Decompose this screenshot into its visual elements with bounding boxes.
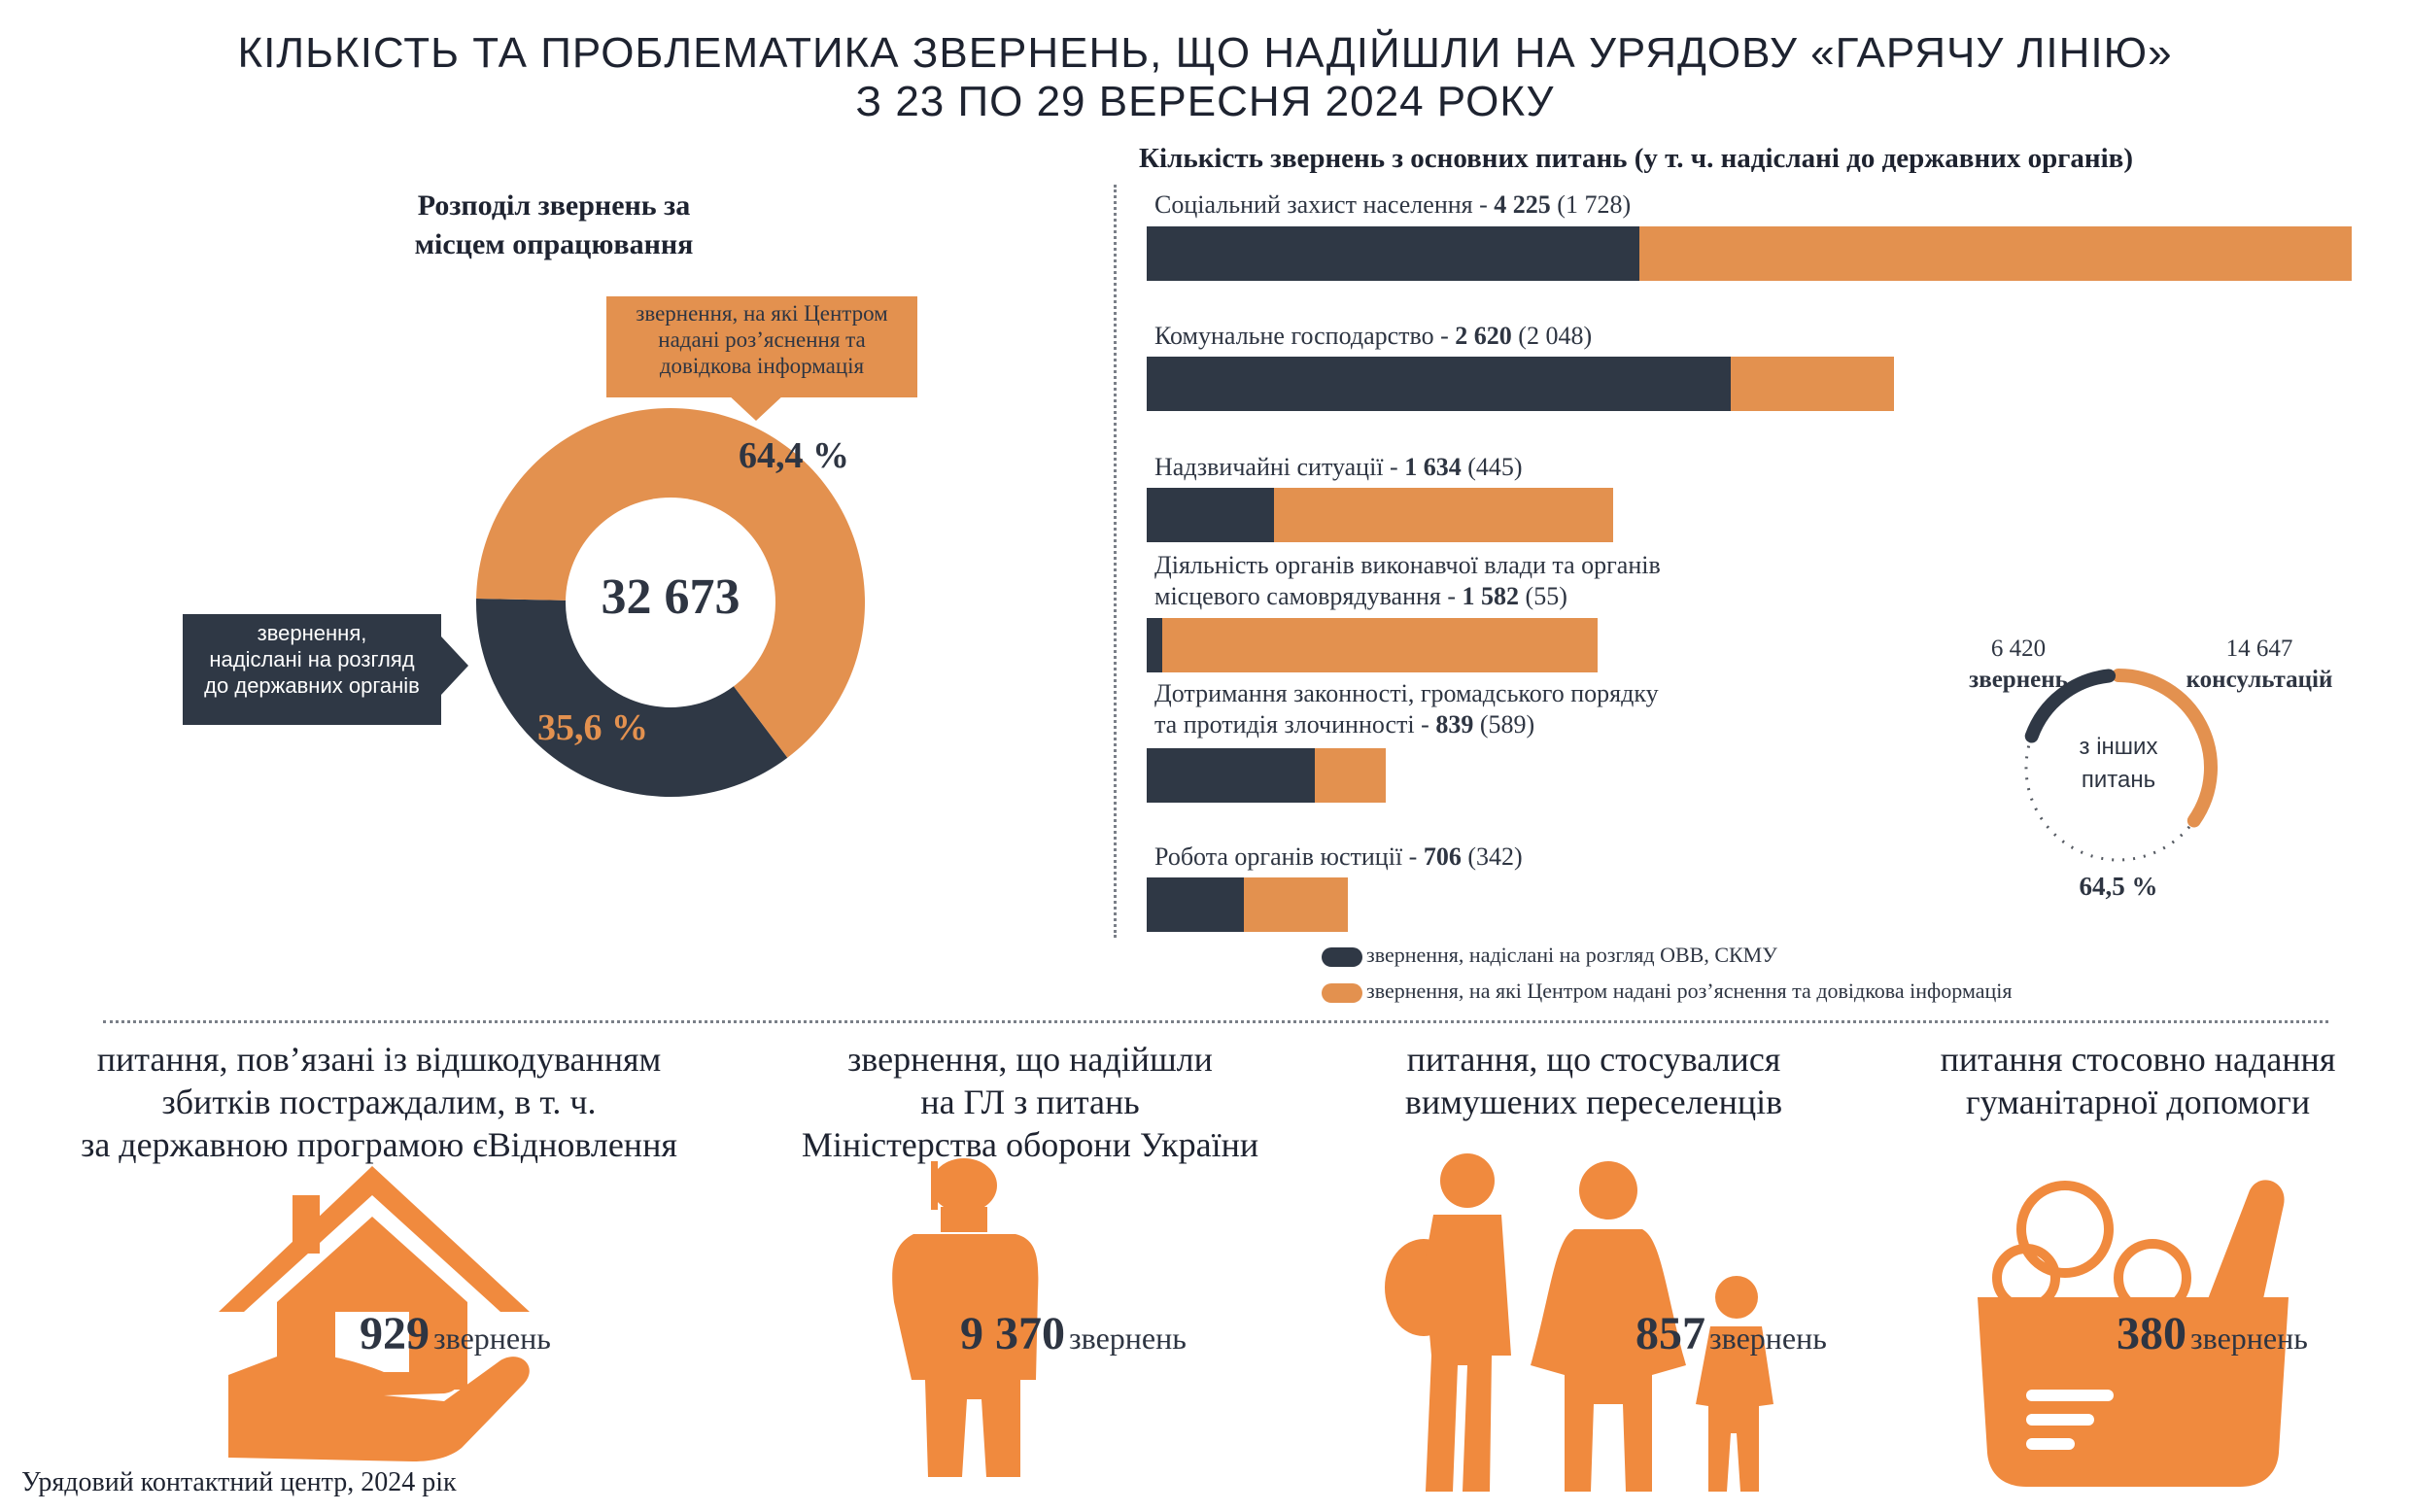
donut-chart — [476, 408, 865, 797]
orange-callout-line: звернення, на які Центром — [636, 301, 888, 326]
count-unit: звернень — [1709, 1321, 1827, 1356]
section-title-idp: питання, що стосувалися вимушених пересе… — [1292, 1038, 1895, 1123]
count-value: 857 — [1635, 1308, 1705, 1359]
house-hand-icon — [219, 1166, 530, 1461]
section-divider — [103, 1020, 2328, 1023]
bar-label-line: Соціальний захист населення - 4 225 (1 7… — [1154, 190, 1632, 219]
bars-heading: Кількість звернень з основних питань (у … — [1139, 143, 2134, 174]
other-left-label: звернень — [1969, 667, 2068, 693]
donut-dark-pct: 35,6 % — [537, 707, 648, 748]
dark-callout-line: до державних органів — [204, 673, 420, 698]
bar-segment-sent — [1147, 748, 1315, 803]
count-value: 929 — [360, 1308, 430, 1359]
section-count-humanitarian: 380 звернень — [2117, 1307, 2308, 1360]
section-title-line: збитків постраждалим, в т. ч. — [161, 1082, 597, 1121]
bar-label: Робота органів юстиції - 706 (342) — [1154, 842, 1523, 873]
bar-segment-consulted — [1639, 226, 2352, 281]
bar-label-line: місцевого самоврядування - 1 582 (55) — [1154, 582, 1567, 610]
bar-label-line: та протидія злочинності - 839 (589) — [1154, 710, 1535, 739]
orange-callout-line: довідкова інформація — [659, 354, 865, 378]
bar-segment-sent — [1147, 618, 1163, 672]
bar-segment-consulted — [1244, 877, 1349, 932]
other-arc-requests — [2024, 669, 2117, 743]
dark-callout: звернення, надіслані на розгляд до держа… — [183, 614, 441, 725]
footer-credit: Урядовий контактний центр, 2024 рік — [21, 1467, 457, 1497]
orange-callout-pointer — [727, 394, 785, 421]
donut-hole — [566, 498, 775, 707]
bar-label-line: Надзвичайні ситуації - 1 634 (445) — [1154, 453, 1523, 481]
bar-segment-sent — [1147, 357, 1732, 411]
bar-label: Соціальний захист населення - 4 225 (1 7… — [1154, 189, 1631, 221]
bar-label-line: Комунальне господарство - 2 620 (2 048) — [1154, 322, 1593, 350]
section-title-line: Міністерства оборони України — [801, 1125, 1259, 1164]
orange-callout-line: надані роз’яснення та — [658, 327, 866, 352]
section-count-idp: 857 звернень — [1635, 1307, 1827, 1360]
bar-segment-consulted — [1731, 357, 1894, 411]
section-count-defense: 9 370 звернень — [960, 1307, 1187, 1360]
section-title-line: звернення, що надійшли — [847, 1040, 1213, 1079]
bar-segment-consulted — [1314, 748, 1387, 803]
section-title-line: питання, що стосувалися — [1406, 1040, 1781, 1079]
section-title-defense: звернення, що надійшли на ГЛ з питань Мі… — [719, 1038, 1341, 1166]
section-title-line: гуманітарної допомоги — [1965, 1082, 2311, 1121]
legend-orange-label: звернення, на які Центром надані роз’ясн… — [1366, 979, 2013, 1003]
bar-label: Комунальне господарство - 2 620 (2 048) — [1154, 321, 1592, 352]
donut-heading-line2: місцем опрацювання — [414, 228, 694, 260]
legend-orange-swatch — [1322, 983, 1362, 1003]
food-basket-icon — [1978, 1180, 2289, 1487]
donut-heading: Розподіл звернень за місцем опрацювання — [369, 187, 739, 264]
other-arc-consultations — [2112, 669, 2218, 828]
other-center-line1: з інших — [2079, 734, 2158, 760]
bar-label: Дотримання законності, громадського поря… — [1154, 678, 1659, 740]
donut-total: 32 673 — [601, 569, 740, 625]
bar-segment-sent — [1147, 877, 1245, 932]
dark-callout-pointer — [441, 636, 468, 695]
count-value: 9 370 — [960, 1308, 1065, 1359]
bar-label: Надзвичайні ситуації - 1 634 (445) — [1154, 452, 1523, 483]
other-left-legend: 6 420 звернень — [1965, 634, 2072, 696]
other-left-value: 6 420 — [1990, 636, 2047, 662]
count-unit: звернень — [1069, 1321, 1187, 1356]
bar-label-line: Дотримання законності, громадського поря… — [1154, 679, 1659, 707]
section-title-line: питання, пов’язані із відшкодуванням — [96, 1040, 662, 1079]
legend-dark-label: звернення, надіслані на розгляд ОВВ, СКМ… — [1366, 943, 1777, 967]
donut-orange-pct: 64,4 % — [739, 435, 849, 476]
bar-label: Діяльність органів виконавчої влади та о… — [1154, 550, 1661, 612]
section-title-line: на ГЛ з питань — [920, 1082, 1140, 1121]
family-icon — [1385, 1153, 1773, 1492]
count-unit: звернень — [433, 1321, 551, 1356]
bars-axis — [1114, 185, 1117, 938]
bar-label-line: Діяльність органів виконавчої влади та о… — [1154, 551, 1661, 579]
bar-segment-consulted — [1273, 488, 1613, 542]
dark-callout-line: звернення, — [257, 621, 367, 645]
bar-segment-sent — [1147, 226, 1640, 281]
page-title: КІЛЬКІСТЬ ТА ПРОБЛЕМАТИКА ЗВЕРНЕНЬ, ЩО Н… — [237, 29, 2173, 77]
other-center: з інших питань — [2041, 731, 2196, 797]
dark-callout-line: надіслані на розгляд — [209, 647, 415, 671]
section-title-line: вимушених переселенців — [1404, 1082, 1783, 1121]
orange-callout: звернення, на які Центром надані роз’ясн… — [606, 296, 917, 397]
section-title-line: питання стосовно надання — [1940, 1040, 2336, 1079]
count-unit: звернень — [2190, 1321, 2308, 1356]
other-right-legend: 14 647 консультацій — [2162, 634, 2357, 696]
other-right-value: 14 647 — [2225, 636, 2293, 662]
bar-segment-consulted — [1162, 618, 1599, 672]
section-title-compensation: питання, пов’язані із відшкодуванням зби… — [10, 1038, 748, 1166]
section-count-compensation: 929 звернень — [360, 1307, 551, 1360]
other-donut — [2024, 669, 2218, 862]
count-value: 380 — [2117, 1308, 2186, 1359]
page-subtitle: З 23 ПО 29 ВЕРЕСНЯ 2024 РОКУ — [855, 78, 1555, 125]
legend-dark-swatch — [1322, 947, 1362, 967]
donut-heading-line1: Розподіл звернень за — [417, 189, 691, 222]
bar-label-line: Робота органів юстиції - 706 (342) — [1154, 842, 1523, 871]
bar-segment-sent — [1147, 488, 1274, 542]
section-title-line: за державною програмою єВідновлення — [81, 1125, 677, 1164]
other-right-label: консультацій — [2186, 667, 2333, 693]
other-pct: 64,5 % — [2079, 872, 2158, 901]
other-center-line2: питань — [2081, 767, 2156, 793]
section-title-humanitarian: питання стосовно надання гуманітарної до… — [1866, 1038, 2410, 1123]
soldier-icon — [892, 1158, 1039, 1477]
